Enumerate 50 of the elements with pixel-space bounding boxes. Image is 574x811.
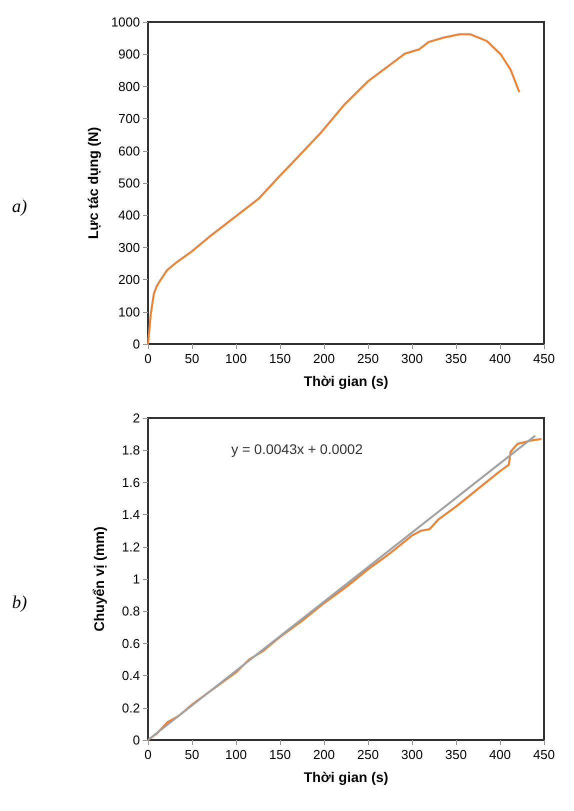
x-tick-label: 450 <box>533 747 555 762</box>
y-tick-label: 1.6 <box>122 474 140 490</box>
x-tick-label: 50 <box>184 747 200 762</box>
y-tick-label: 1.2 <box>122 539 140 554</box>
x-tick-label: 300 <box>401 747 423 762</box>
y-tick-label: 0 <box>132 732 140 748</box>
x-tick-label: 100 <box>225 351 247 366</box>
y-tick-label: 900 <box>118 46 140 62</box>
x-tick-label: 150 <box>269 747 291 762</box>
y-tick-label: 0.8 <box>122 604 140 619</box>
y-tick-label: 700 <box>118 111 140 126</box>
y-tick-label: 0 <box>132 336 140 352</box>
x-tick-label: 200 <box>313 747 335 762</box>
y-tick-label: 0.4 <box>122 668 140 684</box>
y-tick-label: 800 <box>118 78 140 94</box>
annotation: y = 0.0043x + 0.0002 <box>231 441 363 457</box>
x-tick-label: 0 <box>144 351 152 366</box>
y-tick-label: 0.2 <box>122 700 140 716</box>
y-tick-label: 0.6 <box>122 636 140 651</box>
x-axis-title: Thời gian (s) <box>304 769 388 785</box>
text: a) <box>12 196 27 216</box>
y-tick-label: 200 <box>118 272 140 288</box>
x-tick-label: 400 <box>489 351 511 366</box>
x-tick-label: 350 <box>445 351 467 366</box>
y-tick-label: 2 <box>132 410 140 426</box>
y-tick-label: 400 <box>118 208 140 223</box>
x-tick-label: 350 <box>445 747 467 762</box>
x-tick-label: 400 <box>489 747 511 762</box>
y-tick-label: 500 <box>118 176 140 190</box>
x-tick-label: 0 <box>144 747 152 762</box>
y-axis-title: Chuyển vị (mm) <box>91 526 107 632</box>
y-tick-label: 100 <box>118 304 140 320</box>
x-tick-label: 450 <box>533 351 555 366</box>
text: b) <box>12 592 27 612</box>
x-tick-label: 150 <box>269 351 291 366</box>
y-tick-label: 1.4 <box>122 507 140 522</box>
x-tick-label: 200 <box>313 351 335 366</box>
y-tick-label: 1000 <box>111 14 140 30</box>
y-tick-label: 1 <box>132 572 140 586</box>
line-series <box>147 33 520 345</box>
y-tick-label: 600 <box>118 143 140 158</box>
y-axis-title: Lực tác dụng (N) <box>85 126 102 240</box>
x-tick-label: 300 <box>401 351 423 366</box>
x-tick-label: 250 <box>357 747 379 762</box>
y-tick-label: 300 <box>118 240 140 255</box>
x-tick-label: 100 <box>225 747 247 762</box>
x-tick-label: 50 <box>184 351 200 366</box>
x-axis-title: Thời gian (s) <box>304 373 388 389</box>
y-tick-label: 1.8 <box>122 442 140 458</box>
x-tick-label: 250 <box>357 351 379 366</box>
